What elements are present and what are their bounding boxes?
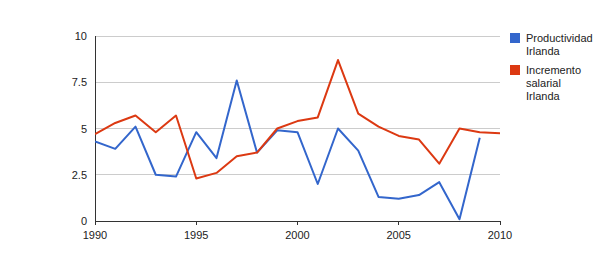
y-tick-label: 7.5 — [72, 76, 87, 88]
legend-label-line: Productividad — [526, 32, 593, 44]
x-tick — [196, 221, 197, 225]
y-tick-label: 2.5 — [72, 169, 87, 181]
legend-swatch — [510, 33, 520, 43]
series-line — [95, 80, 480, 219]
y-grid-line — [95, 82, 500, 83]
x-tick-label: 1995 — [184, 229, 208, 241]
x-tick — [500, 221, 501, 225]
chart: 0 2.5 5 7.5 10 1990 1995 2000 2005 2010 Productivi… — [0, 0, 600, 258]
x-tick — [398, 221, 399, 225]
x-tick — [95, 221, 96, 225]
y-grid-line — [95, 36, 500, 37]
legend-swatch — [510, 65, 520, 75]
x-tick-label: 2000 — [285, 229, 309, 241]
y-tick-label: 5 — [81, 123, 87, 135]
y-tick-label: 0 — [81, 215, 87, 227]
legend-label-line: Irlanda — [526, 45, 561, 57]
legend-label: IncrementosalarialIrlanda — [526, 64, 581, 102]
legend-label-line: Irlanda — [526, 90, 561, 102]
x-tick-label: 1990 — [83, 229, 107, 241]
legend-label-line: salarial — [526, 77, 561, 89]
y-axis-line — [95, 36, 96, 221]
y-tick-label: 10 — [75, 30, 87, 42]
y-grid-line — [95, 128, 500, 129]
series-line — [95, 60, 500, 178]
plot-area — [95, 60, 500, 219]
legend-label-line: Incremento — [526, 64, 581, 76]
legend-label: ProductividadIrlanda — [526, 32, 593, 57]
x-tick-label: 2005 — [387, 229, 411, 241]
x-tick — [297, 221, 298, 225]
x-tick-label: 2010 — [488, 229, 512, 241]
